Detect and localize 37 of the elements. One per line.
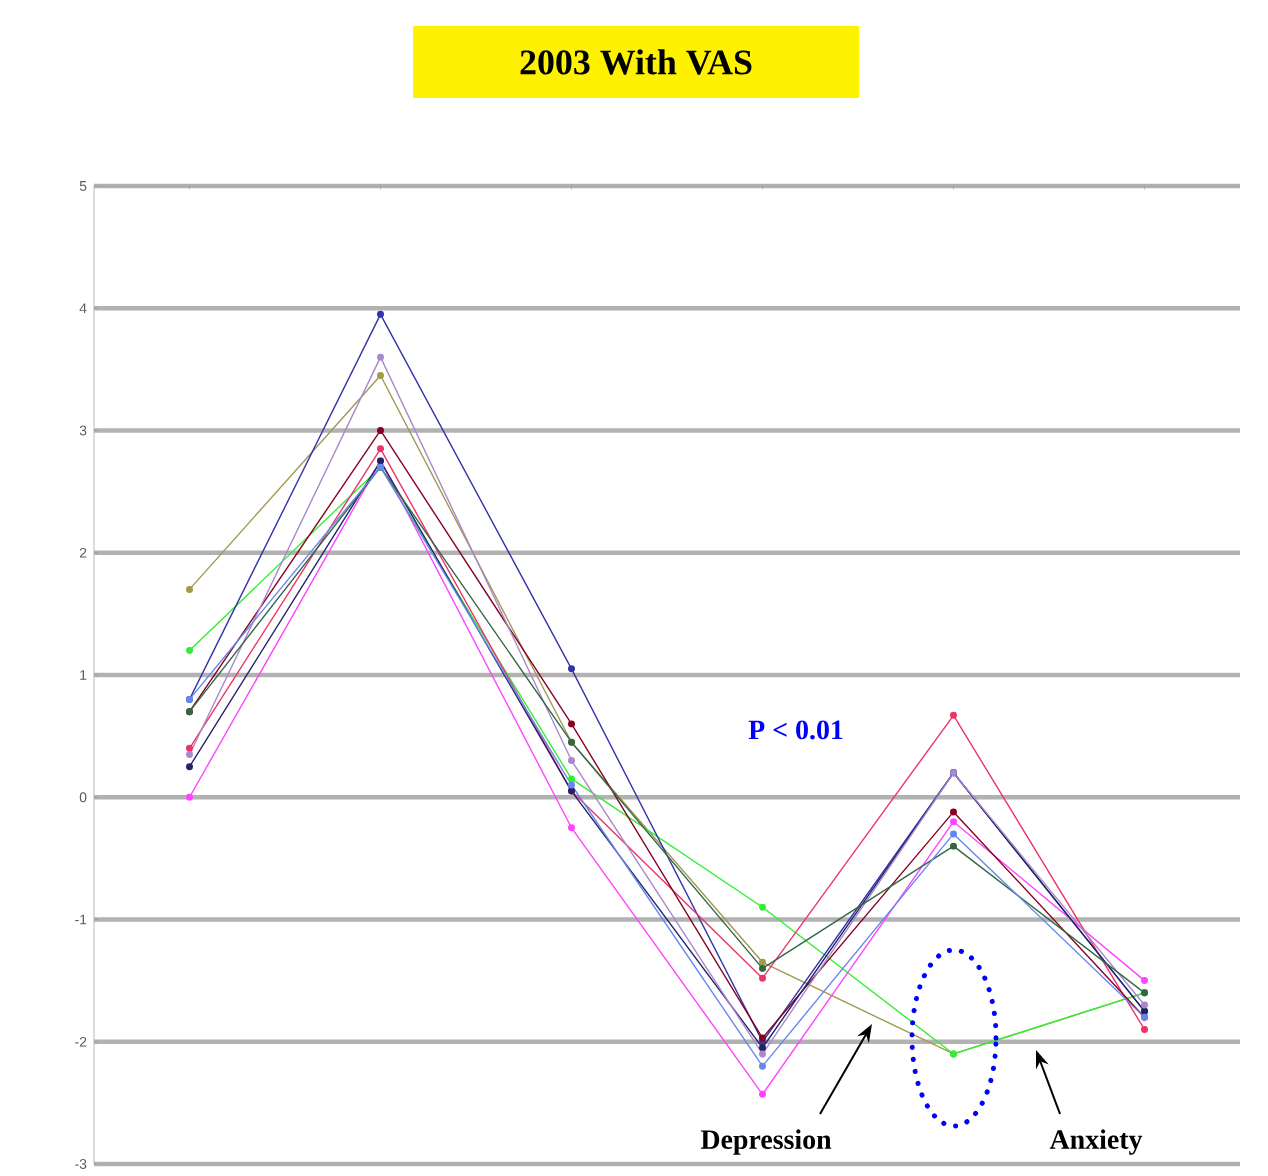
point: [950, 842, 957, 850]
point: [377, 427, 384, 435]
point: [186, 745, 193, 753]
point: [759, 974, 766, 982]
point: [1141, 1026, 1149, 1034]
point: [186, 586, 193, 594]
annotation: P < 0.01: [748, 720, 843, 740]
point: [377, 445, 384, 453]
point: [759, 1050, 766, 1058]
point: [1141, 977, 1149, 985]
point: [759, 1091, 766, 1099]
point: [759, 903, 766, 911]
point: [377, 353, 384, 361]
point: [568, 665, 575, 673]
point: [377, 372, 384, 380]
point: [950, 712, 957, 720]
point: [568, 720, 575, 728]
point: [950, 808, 957, 816]
point: [950, 818, 957, 826]
point: [186, 751, 193, 759]
annotation: Anxiety: [1049, 1129, 1143, 1155]
point: [759, 965, 766, 973]
point: [759, 1044, 766, 1052]
point: [186, 763, 193, 771]
point: [950, 830, 957, 838]
chart-title: 2003 With VAS: [520, 49, 752, 75]
point: [568, 781, 575, 789]
point: [1141, 1001, 1149, 1009]
point: [186, 647, 193, 655]
point: [759, 1062, 766, 1070]
point: [568, 824, 575, 832]
point: [759, 959, 766, 966]
point: [568, 757, 575, 765]
point: [568, 775, 575, 783]
point: [377, 311, 384, 319]
annotation: Depression: [700, 1129, 832, 1155]
point: [186, 793, 193, 801]
